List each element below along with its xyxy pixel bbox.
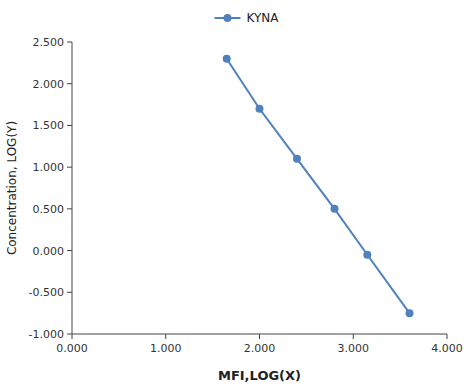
y-tick-label: 2.500 xyxy=(33,36,65,49)
y-tick-label: -0.500 xyxy=(29,286,64,299)
x-tick-label: 0.000 xyxy=(56,342,88,355)
y-axis-line xyxy=(72,42,73,334)
point xyxy=(223,55,231,63)
y-tick xyxy=(67,334,72,335)
point xyxy=(363,251,371,259)
x-tick xyxy=(353,334,354,339)
x-tick-label: 3.000 xyxy=(338,342,370,355)
x-axis-label: MFI,LOG(X) xyxy=(218,368,301,383)
y-tick xyxy=(67,42,72,43)
y-tick xyxy=(67,208,72,209)
x-tick xyxy=(259,334,260,339)
x-tick xyxy=(72,334,73,339)
series-line xyxy=(227,59,410,313)
y-tick xyxy=(67,250,72,251)
y-axis-label: Concentration, LOG(Y) xyxy=(5,121,19,255)
y-tick xyxy=(67,83,72,84)
x-tick-label: 2.000 xyxy=(244,342,276,355)
point xyxy=(256,105,264,113)
y-tick-label: 0.500 xyxy=(33,203,65,216)
y-tick-label: 0.000 xyxy=(33,245,65,258)
legend-label: KYNA xyxy=(247,11,280,25)
y-tick-label: 1.500 xyxy=(33,119,65,132)
y-tick xyxy=(67,292,72,293)
y-tick-label: 2.000 xyxy=(33,78,65,91)
point xyxy=(406,309,414,317)
y-tick xyxy=(67,167,72,168)
plot-area xyxy=(223,55,414,317)
x-tick-label: 4.000 xyxy=(431,342,463,355)
y-tick-label: 1.000 xyxy=(33,161,65,174)
chart: 0.000 1.000 2.000 3.000 4.000 -1.000 -0.500 0.0… xyxy=(0,0,469,392)
legend: KYNA xyxy=(215,11,280,25)
x-tick-label: 1.000 xyxy=(150,342,182,355)
y-tick xyxy=(67,125,72,126)
y-tick-label: -1.000 xyxy=(29,328,64,341)
point xyxy=(331,205,339,213)
x-tick xyxy=(447,334,448,339)
x-tick xyxy=(165,334,166,339)
point xyxy=(293,155,301,163)
legend-marker xyxy=(224,14,232,22)
